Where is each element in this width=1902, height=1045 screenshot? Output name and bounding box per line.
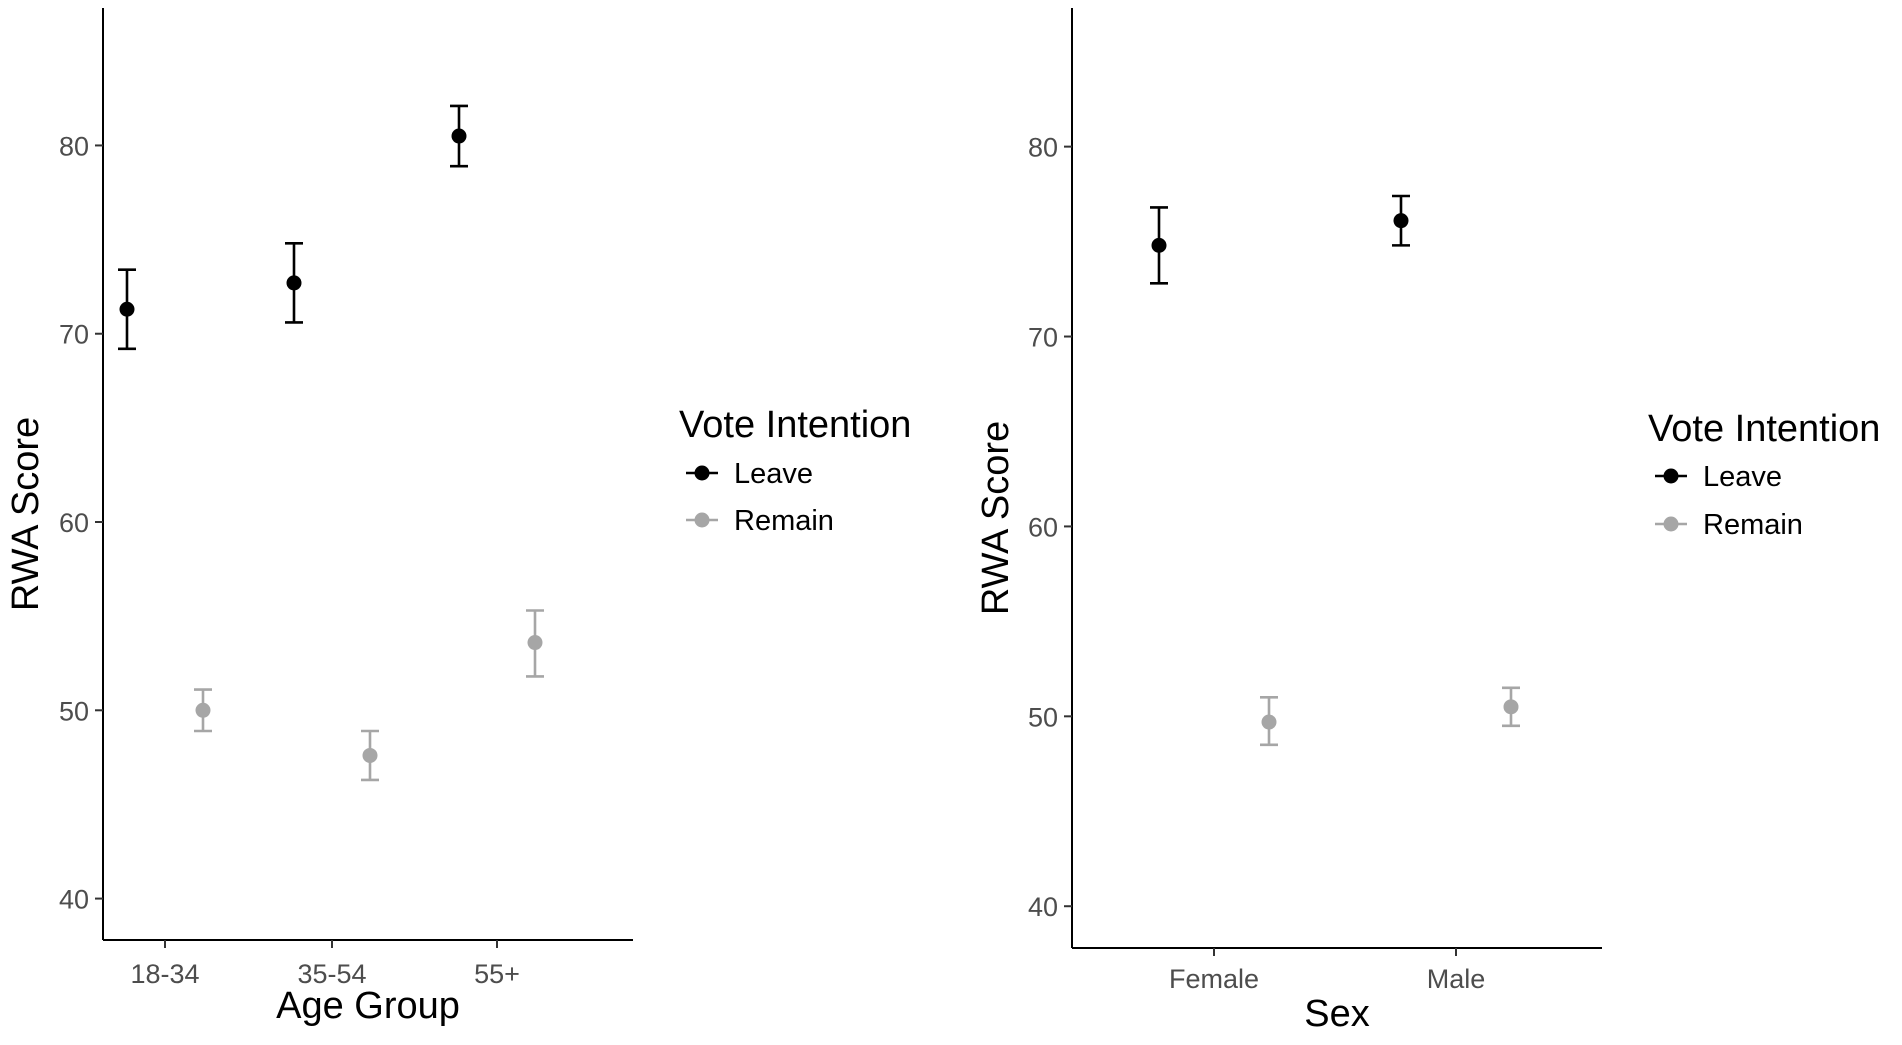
y-axis-title: RWA Score (975, 421, 1017, 615)
data-point (1151, 237, 1167, 253)
data-point (527, 635, 543, 651)
legend-key-point (694, 512, 710, 528)
legend-key-point (694, 465, 710, 481)
y-tick-label: 40 (59, 885, 89, 915)
y-tick-label: 40 (1028, 892, 1058, 922)
legend-key-point (1663, 468, 1679, 484)
data-point (1393, 213, 1409, 229)
legend-label: Leave (734, 458, 813, 490)
legend-title: Vote Intention (679, 404, 911, 446)
x-axis-title: Sex (1304, 993, 1369, 1035)
y-tick-label: 50 (1028, 702, 1058, 732)
data-point (362, 747, 378, 763)
data-point (1261, 714, 1277, 730)
x-axis-title: Age Group (276, 985, 460, 1027)
data-point (119, 301, 135, 317)
x-tick-label: 18-34 (130, 959, 199, 989)
y-tick-label: 60 (1028, 512, 1058, 542)
legend-label: Remain (1703, 509, 1803, 541)
y-tick-label: 80 (1028, 133, 1058, 163)
y-tick-label: 70 (1028, 323, 1058, 353)
legend-key-point (1663, 516, 1679, 532)
y-tick-label: 80 (59, 131, 89, 161)
y-tick-label: 70 (59, 320, 89, 350)
x-tick-label: Male (1427, 964, 1486, 994)
y-tick-label: 50 (59, 696, 89, 726)
data-point (1503, 699, 1519, 715)
y-tick-label: 60 (59, 508, 89, 538)
y-axis-title: RWA Score (5, 417, 47, 611)
data-point (286, 275, 302, 291)
legend-label: Leave (1703, 461, 1782, 493)
x-tick-label: 55+ (474, 959, 520, 989)
x-tick-label: 35-54 (297, 959, 366, 989)
legend-title: Vote Intention (1648, 408, 1880, 450)
x-tick-label: Female (1169, 964, 1259, 994)
data-point (451, 128, 467, 144)
data-point (195, 702, 211, 718)
legend-label: Remain (734, 505, 834, 537)
